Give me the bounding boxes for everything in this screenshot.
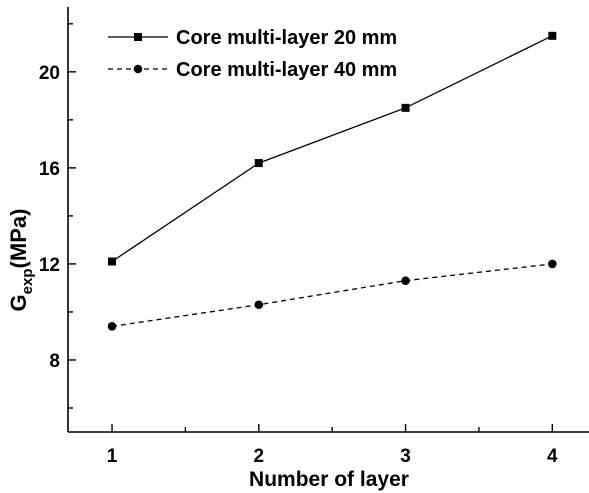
legend-marker-circle	[133, 64, 143, 74]
y-tick-label: 12	[39, 255, 60, 276]
y-axis-title-unit: (MPa)	[6, 209, 31, 269]
series-layer	[107, 31, 557, 331]
data-point-circle	[254, 300, 264, 310]
x-tick-label: 3	[400, 446, 411, 467]
legend-marker-square	[134, 33, 142, 41]
y-tick-label: 16	[39, 159, 60, 180]
data-point-square	[401, 103, 410, 112]
series-line-1	[111, 35, 553, 263]
y-axis-title-subscript: exp	[19, 268, 36, 294]
y-axis-title: Gexp(MPa)	[6, 209, 36, 312]
data-point-circle	[401, 276, 410, 286]
x-tick-label: 4	[547, 446, 558, 467]
y-axis-title-main: G	[6, 294, 31, 311]
x-tick-label: 1	[107, 446, 118, 467]
data-point-square	[548, 31, 557, 40]
y-tick-label: 8	[49, 351, 60, 372]
series-line-2	[111, 263, 553, 328]
data-point-circle	[548, 259, 557, 269]
data-point-circle	[107, 322, 117, 331]
x-tick-label: 2	[253, 446, 264, 467]
legend-label: Core multi-layer 40 mm	[176, 59, 397, 81]
data-point-square	[108, 257, 117, 266]
data-point-square	[254, 159, 263, 168]
legend: Core multi-layer 20 mm Core multi-layer 4…	[108, 27, 397, 81]
x-axis-title: Number of layer	[249, 468, 409, 491]
y-tick-label: 20	[39, 63, 60, 84]
legend-label: Core multi-layer 20 mm	[176, 27, 397, 49]
